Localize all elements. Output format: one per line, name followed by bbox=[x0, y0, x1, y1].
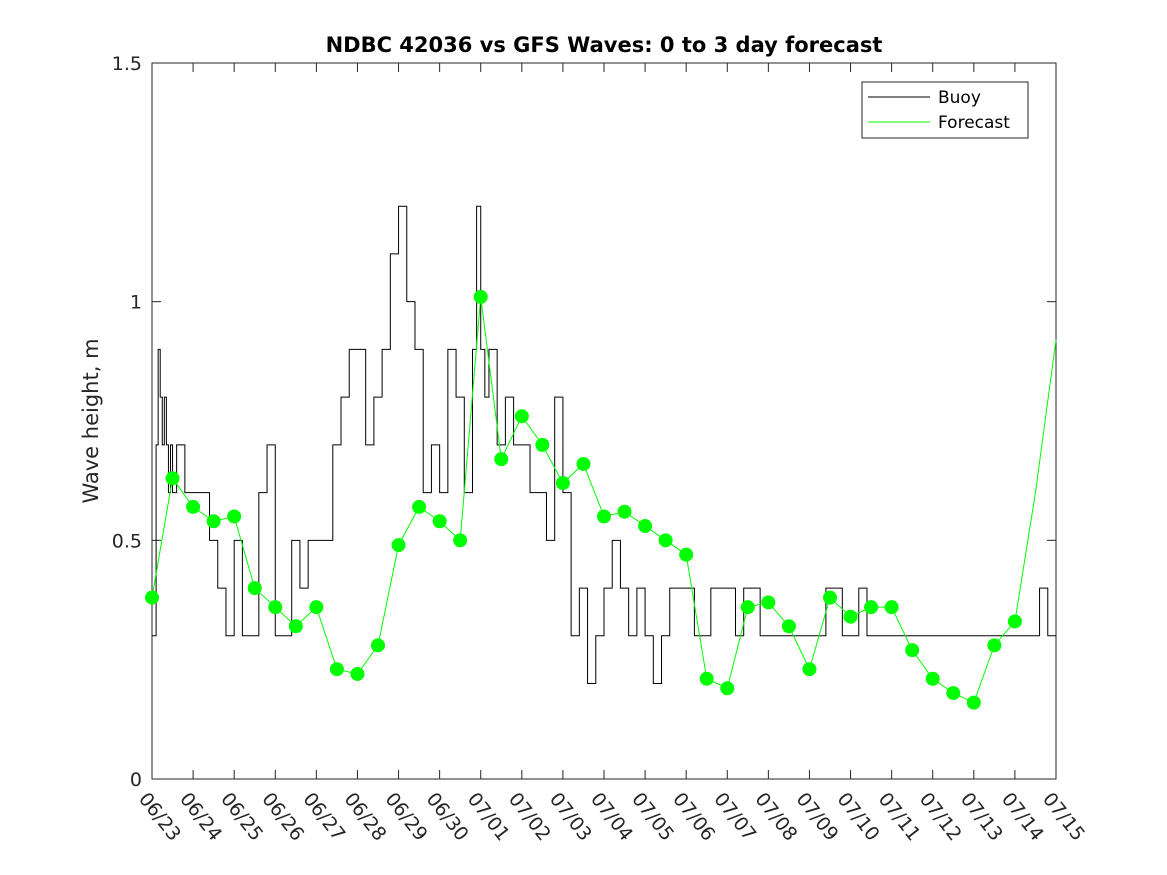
forecast-point bbox=[206, 514, 221, 529]
forecast-point bbox=[617, 504, 632, 519]
forecast-point bbox=[966, 695, 981, 710]
forecast-point bbox=[740, 600, 755, 615]
legend-box bbox=[861, 81, 1029, 139]
x-tick-label: 06/25 bbox=[216, 789, 267, 846]
x-tick-label: 07/03 bbox=[545, 789, 596, 846]
forecast-point bbox=[227, 509, 242, 524]
forecast-point bbox=[350, 666, 365, 681]
forecast-point bbox=[247, 581, 262, 596]
forecast-point bbox=[823, 590, 837, 605]
y-tick-label: 1 bbox=[130, 292, 142, 314]
forecast-point bbox=[329, 662, 344, 677]
x-tick-label: 06/26 bbox=[257, 789, 308, 846]
x-tick-label: 06/28 bbox=[340, 789, 391, 846]
forecast-point bbox=[494, 452, 509, 467]
x-tick-label: 07/04 bbox=[586, 789, 637, 846]
forecast-point bbox=[946, 686, 961, 701]
forecast-point bbox=[884, 600, 899, 615]
forecast-point bbox=[843, 609, 858, 624]
forecast-point bbox=[371, 638, 385, 653]
forecast-point bbox=[309, 600, 324, 615]
forecast-point bbox=[145, 590, 159, 605]
forecast-point bbox=[905, 643, 920, 658]
forecast-point bbox=[925, 671, 940, 686]
forecast-point bbox=[535, 437, 550, 452]
forecast-point bbox=[1007, 614, 1022, 629]
forecast-point bbox=[412, 499, 427, 514]
x-tick-label: 07/08 bbox=[750, 789, 801, 846]
forecast-point bbox=[576, 456, 591, 471]
forecast-point bbox=[699, 671, 714, 686]
forecast-point bbox=[432, 514, 447, 529]
y-axis: 0 0.5 1 1.5 bbox=[112, 53, 1056, 791]
buoy-line bbox=[152, 205, 1056, 685]
forecast-point bbox=[638, 519, 653, 534]
forecast-point bbox=[864, 600, 879, 615]
forecast-point bbox=[720, 681, 735, 696]
forecast-point bbox=[268, 600, 283, 615]
forecast-point bbox=[186, 499, 201, 514]
forecast-point bbox=[391, 538, 406, 553]
x-tick-label: 06/27 bbox=[298, 789, 349, 846]
y-tick-label: 1.5 bbox=[112, 53, 142, 75]
marker-layer bbox=[145, 289, 1022, 710]
x-tick-label: 07/09 bbox=[792, 789, 843, 846]
forecast-point bbox=[597, 509, 611, 524]
forecast-point bbox=[288, 619, 303, 634]
x-tick-label: 07/01 bbox=[463, 789, 514, 846]
y-axis-label: Wave height, m bbox=[79, 338, 103, 503]
y-tick-label: 0.5 bbox=[112, 530, 142, 552]
forecast-point bbox=[658, 533, 673, 548]
y-tick-label: 0 bbox=[130, 769, 142, 791]
x-tick-label: 07/12 bbox=[915, 789, 966, 846]
forecast-point bbox=[802, 662, 817, 677]
forecast-point bbox=[555, 476, 570, 491]
x-tick-label: 06/30 bbox=[422, 789, 473, 846]
x-tick-label: 07/10 bbox=[833, 789, 884, 846]
x-tick-label: 07/11 bbox=[874, 789, 925, 846]
forecast-point bbox=[514, 409, 529, 424]
forecast-point bbox=[987, 638, 1002, 653]
forecast-point bbox=[473, 289, 488, 304]
legend: Buoy Forecast bbox=[861, 81, 1029, 139]
x-tick-label: 07/02 bbox=[504, 789, 555, 846]
legend-forecast-label: Forecast bbox=[938, 113, 1010, 133]
x-tick-label: 07/06 bbox=[668, 789, 719, 846]
forecast-point bbox=[781, 619, 796, 634]
chart-title: NDBC 42036 vs GFS Waves: 0 to 3 day fore… bbox=[326, 33, 883, 57]
x-tick-label: 07/05 bbox=[627, 789, 678, 846]
x-tick-label: 07/13 bbox=[956, 789, 1007, 846]
x-tick-label: 07/14 bbox=[997, 789, 1048, 846]
forecast-point bbox=[679, 547, 694, 562]
x-tick-label: 06/29 bbox=[381, 789, 432, 846]
x-tick-label: 07/15 bbox=[1038, 789, 1089, 846]
legend-buoy-label: Buoy bbox=[938, 88, 981, 108]
x-tick-label: 06/24 bbox=[175, 789, 226, 846]
x-tick-label: 07/07 bbox=[709, 789, 760, 846]
forecast-point bbox=[761, 595, 776, 610]
x-tick-label: 06/23 bbox=[134, 789, 185, 846]
plot-area bbox=[151, 62, 1057, 780]
forecast-point bbox=[165, 471, 180, 486]
forecast-point bbox=[453, 533, 468, 548]
